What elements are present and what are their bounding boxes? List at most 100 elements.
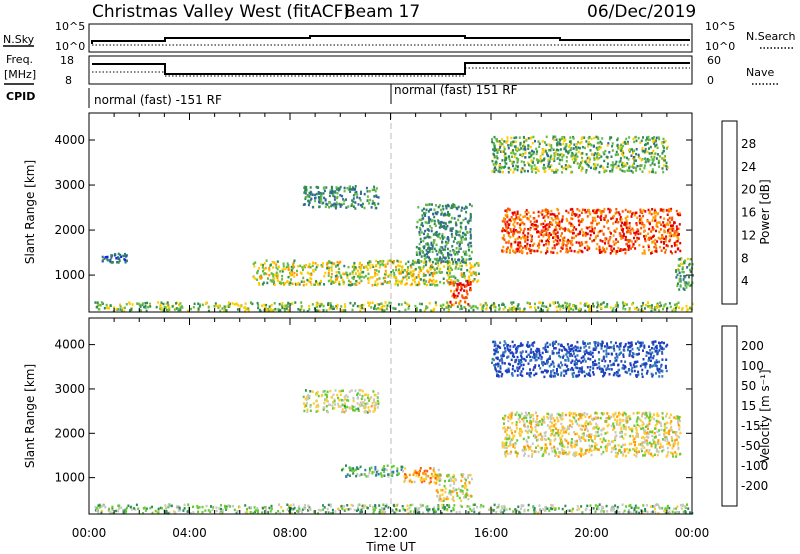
power-echo-cell (587, 305, 590, 308)
power-echo-cell (330, 276, 333, 279)
velocity-echo-cell (584, 452, 587, 455)
velocity-echo-cell (503, 504, 506, 508)
power-echo-cell (259, 277, 262, 280)
power-echo-cell (333, 195, 336, 199)
power-echo-cell (481, 309, 484, 313)
power-echo-cell (615, 241, 618, 245)
power-echo-cell (289, 303, 292, 306)
power-echo-cell (377, 261, 380, 265)
power-echo-cell (649, 306, 652, 309)
power-echo-cell (676, 235, 679, 239)
power-echo-cell (343, 186, 346, 190)
velocity-echo-cell (501, 444, 504, 447)
velocity-echo-cell (686, 503, 688, 506)
power-echo-cell (407, 266, 409, 269)
power-echo-cell (647, 245, 650, 249)
power-echo-cell (621, 169, 624, 173)
power-echo-cell (291, 270, 294, 273)
power-echo-cell (362, 303, 365, 307)
power-echo-cell (552, 230, 555, 233)
power-echo-cell (425, 249, 428, 252)
power-echo-cell (601, 302, 604, 305)
power-echo-cell (300, 301, 303, 304)
velocity-echo-cell (511, 421, 514, 425)
velocity-echo-cell (417, 475, 420, 478)
velocity-echo-cell (570, 420, 573, 423)
power-echo-cell (621, 165, 624, 168)
power-echo-cell (660, 223, 663, 226)
velocity-echo-cell (390, 465, 393, 469)
power-echo-cell (589, 149, 592, 152)
velocity-echo-cell (527, 509, 530, 512)
power-echo-cell (167, 303, 170, 307)
nave-trace (92, 67, 690, 77)
power-echo-cell (439, 245, 442, 249)
power-echo-cell (556, 221, 559, 225)
velocity-echo-cell (632, 509, 635, 513)
power-echo-cell (430, 271, 433, 275)
power-echo-cell (457, 279, 460, 283)
velocity-echo-cell (518, 510, 521, 514)
velocity-echo-cell (674, 442, 676, 445)
power-echo-cell (507, 309, 509, 312)
power-echo-cell (573, 212, 576, 216)
power-echo-cell (570, 142, 573, 145)
power-echo-cell (343, 199, 346, 202)
velocity-echo-cell (549, 438, 552, 442)
velocity-echo-cell (676, 434, 679, 438)
velocity-echo-cell (567, 441, 570, 445)
power-echo-cell (396, 259, 399, 263)
velocity-echo-cell (651, 434, 654, 438)
velocity-echo-cell (246, 508, 248, 511)
power-echo-cell (333, 205, 336, 208)
power-echo-cell (368, 202, 371, 205)
velocity-echo-cell (345, 464, 347, 467)
power-echo-cell (643, 252, 646, 255)
power-echo-cell (268, 309, 271, 313)
power-echo-cell (463, 259, 466, 263)
power-echo-cell (262, 269, 264, 273)
power-echo-cell (570, 224, 572, 227)
velocity-echo-cell (368, 469, 371, 472)
power-echo-cell (101, 302, 104, 305)
power-echo-cell (308, 308, 311, 311)
velocity-echo-cell (157, 508, 160, 511)
power-echo-cell (465, 210, 468, 214)
power-echo-cell (512, 149, 514, 152)
velocity-echo-cell (608, 442, 611, 446)
power-echo-cell (469, 219, 472, 222)
power-echo-cell (502, 308, 505, 311)
power-echo-cell (405, 274, 408, 277)
power-echo-cell (341, 278, 344, 282)
power-echo-cell (557, 156, 560, 160)
power-echo-cell (485, 307, 488, 310)
velocity-echo-cell (448, 492, 451, 495)
power-echo-cell (662, 144, 665, 148)
power-echo-cell (621, 221, 624, 225)
power-echo-cell (679, 213, 682, 217)
power-echo-cell (671, 309, 674, 312)
cpid-segment-2: normal (fast) 151 RF (394, 83, 518, 97)
velocity-echo-cell (536, 414, 539, 418)
power-echo-cell (588, 211, 591, 214)
power-echo-cell (463, 272, 466, 275)
power-echo-cell (469, 267, 472, 270)
power-echo-cell (302, 283, 305, 287)
power-echo-cell (673, 221, 675, 224)
velocity-echo-cell (547, 452, 550, 456)
velocity-echo-cell (130, 508, 133, 511)
power-echo-cell (466, 279, 469, 283)
power-echo-cell (426, 221, 429, 225)
velocity-echo-cell (614, 504, 617, 507)
power-echo-cell (685, 286, 688, 289)
velocity-echo-cell (437, 476, 440, 480)
velocity-echo-cell (134, 508, 137, 511)
velocity-echo-cell (582, 413, 585, 416)
power-echo-cell (413, 280, 416, 284)
power-echo-cell (612, 247, 615, 250)
velocity-echo-cell (626, 415, 629, 419)
power-echo-cell (383, 304, 386, 308)
power-echo-cell (302, 268, 304, 272)
velocity-echo-cell (304, 503, 307, 507)
velocity-echo-cell (656, 430, 659, 434)
